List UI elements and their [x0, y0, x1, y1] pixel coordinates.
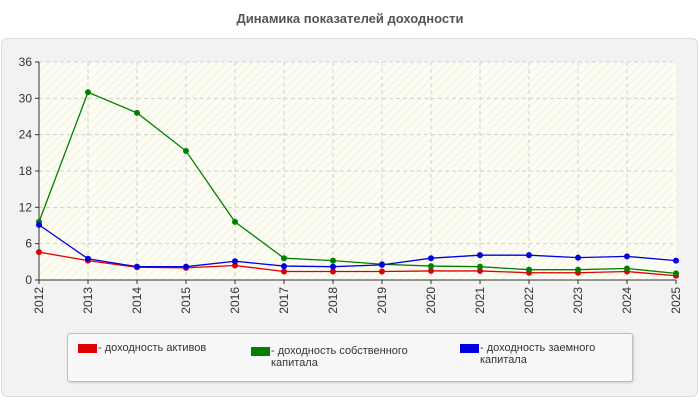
data-point — [281, 268, 287, 275]
data-point — [624, 253, 630, 260]
data-point — [85, 255, 91, 262]
x-tick-label: 2025 — [669, 287, 683, 314]
legend-swatch-assets — [78, 344, 97, 353]
x-tick-label: 2020 — [424, 287, 438, 314]
data-point — [232, 218, 238, 225]
data-point — [232, 258, 238, 265]
data-point — [330, 263, 336, 270]
data-point — [183, 148, 189, 155]
data-point — [281, 263, 287, 270]
legend-label-debt: - доходность заемного капитала — [480, 342, 596, 366]
data-point — [281, 255, 287, 262]
data-point — [85, 89, 91, 96]
data-point — [134, 263, 140, 270]
x-tick-label: 2022 — [522, 287, 536, 314]
y-tick-label: 24 — [19, 128, 33, 142]
x-tick-label: 2018 — [326, 287, 340, 314]
data-point — [330, 257, 336, 264]
data-point — [428, 267, 434, 274]
legend-swatch-debt — [460, 344, 479, 353]
data-point — [673, 270, 679, 277]
x-tick-label: 2016 — [228, 287, 242, 314]
y-tick-label: 30 — [19, 91, 33, 105]
legend-item-assets: - доходность активов — [78, 342, 238, 354]
y-tick-label: 12 — [19, 200, 33, 214]
x-tick-label: 2012 — [32, 287, 46, 314]
y-tick-label: 6 — [25, 237, 32, 251]
x-tick-label: 2017 — [277, 287, 291, 314]
legend-item-debt: - доходность заемного капитала — [460, 342, 630, 366]
data-point — [428, 255, 434, 262]
data-point — [673, 257, 679, 264]
data-point — [134, 109, 140, 116]
x-tick-label: 2019 — [375, 287, 389, 314]
data-point — [477, 263, 483, 270]
data-point — [477, 252, 483, 259]
y-tick-label: 36 — [19, 55, 33, 69]
data-point — [526, 266, 532, 273]
data-point — [624, 265, 630, 272]
data-point — [330, 268, 336, 275]
x-tick-label: 2015 — [179, 287, 193, 314]
data-point — [36, 221, 42, 228]
y-tick-label: 18 — [19, 164, 33, 178]
x-tick-label: 2021 — [473, 287, 487, 314]
legend-item-equity: - доходность собственного капитала — [251, 345, 451, 369]
x-tick-label: 2014 — [130, 287, 144, 314]
chart-title: Динамика показателей доходности — [236, 11, 464, 26]
x-tick-label: 2023 — [571, 287, 585, 314]
data-point — [232, 262, 238, 269]
data-point — [36, 249, 42, 256]
x-tick-label: 2013 — [81, 287, 95, 314]
series-line-2 — [38, 224, 677, 268]
data-point — [477, 267, 483, 274]
data-point — [379, 268, 385, 275]
x-tick-label: 2024 — [620, 287, 634, 314]
series-line-0 — [38, 251, 677, 277]
legend: - доходность активов - доходность собств… — [67, 333, 633, 382]
data-point — [379, 261, 385, 268]
legend-label-equity: - доходность собственного капитала — [271, 345, 408, 369]
legend-label-assets: - доходность активов — [98, 342, 207, 354]
data-point — [526, 252, 532, 259]
data-point — [183, 263, 189, 270]
data-point — [575, 254, 581, 261]
data-point — [575, 266, 581, 273]
series-line-1 — [38, 91, 677, 274]
legend-swatch-equity — [251, 347, 270, 356]
data-point — [428, 263, 434, 270]
y-tick-label: 0 — [25, 273, 32, 287]
